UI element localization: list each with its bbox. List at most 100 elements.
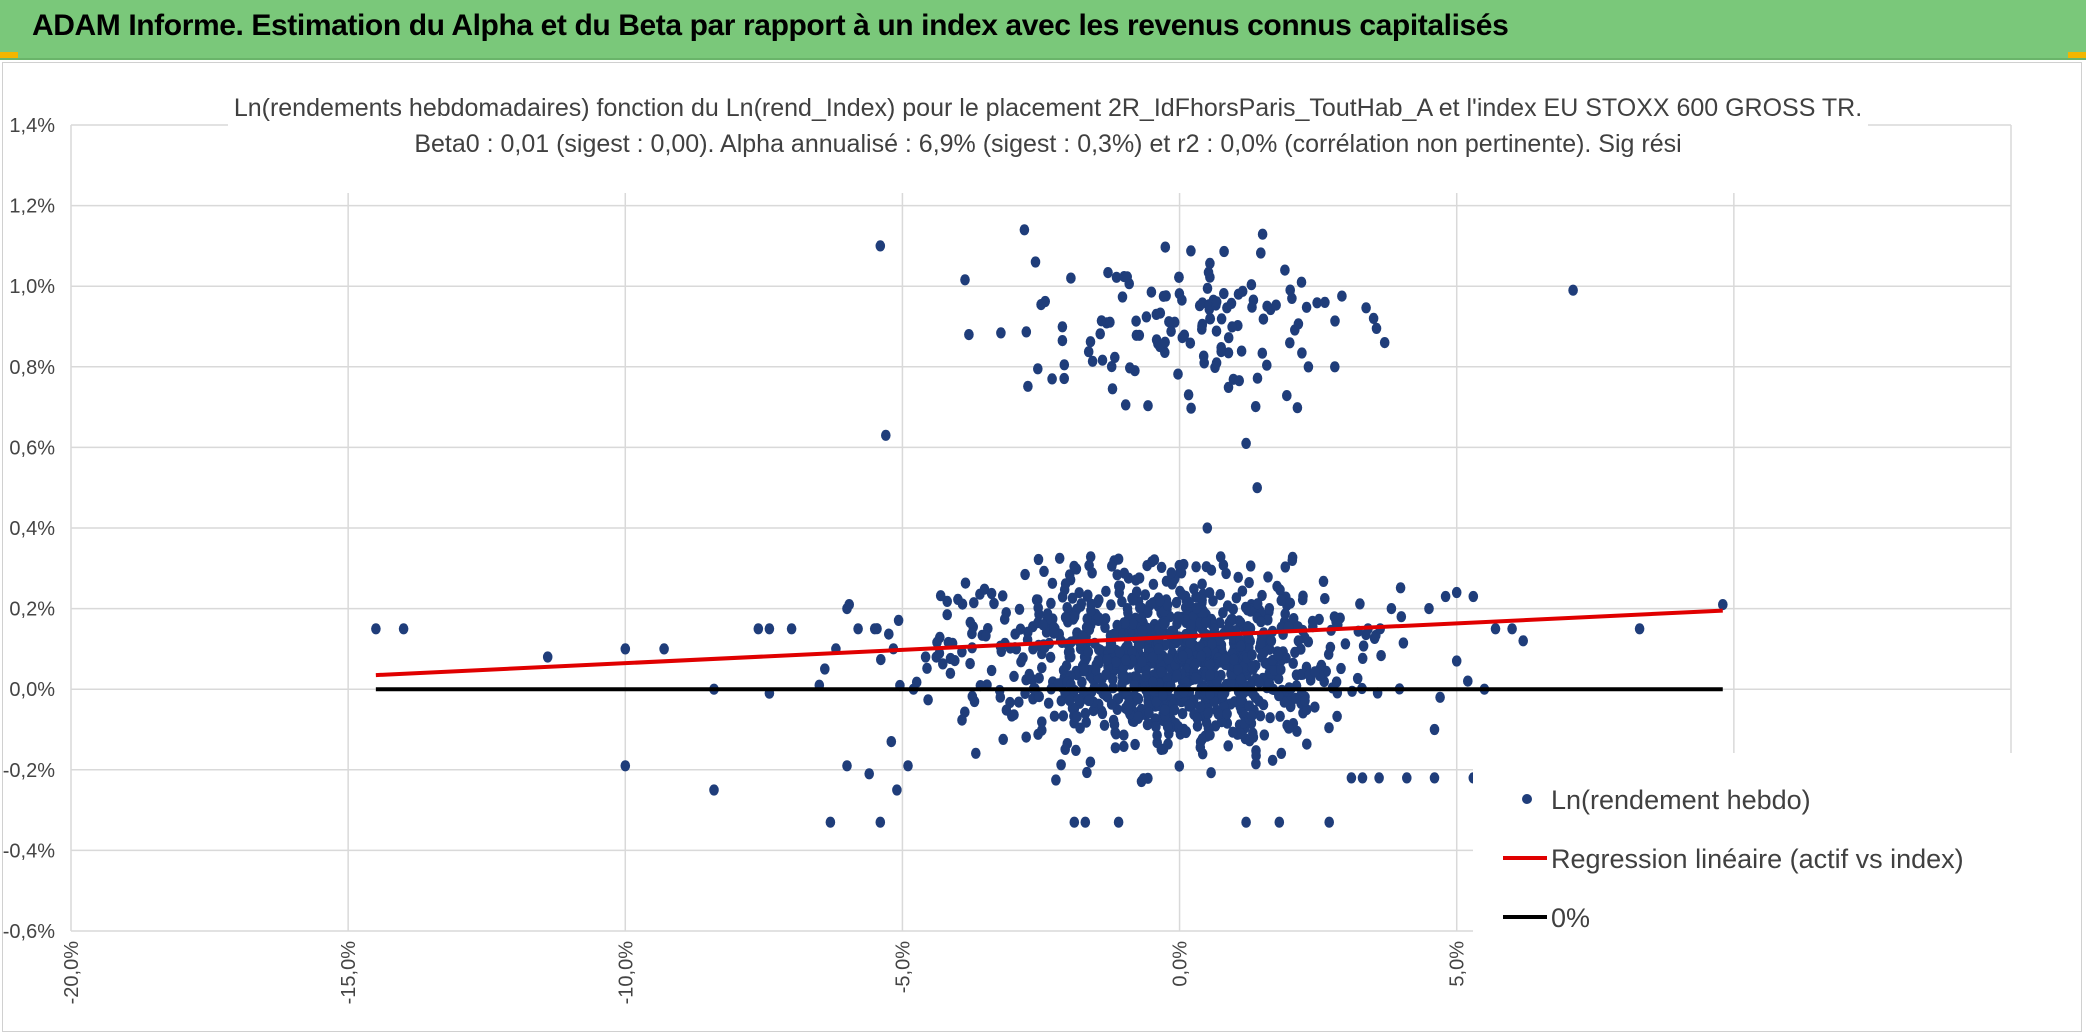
- x-tick-label: -5,0%: [892, 941, 914, 993]
- scatter-point: [1186, 619, 1196, 631]
- scatter-point: [1064, 569, 1075, 581]
- scatter-point: [1164, 316, 1174, 328]
- scatter-point: [1296, 643, 1306, 655]
- scatter-point: [1346, 772, 1357, 784]
- scatter-point: [1216, 342, 1226, 354]
- scatter-point: [1158, 689, 1168, 702]
- scatter-point: [1325, 641, 1336, 654]
- scatter-point: [1062, 602, 1072, 614]
- scatter-point: [1073, 694, 1084, 706]
- scatter-point: [1273, 673, 1284, 685]
- scatter-point: [1340, 638, 1351, 650]
- scatter-point: [967, 628, 977, 640]
- scatter-point: [1166, 567, 1177, 579]
- scatter-point: [1033, 553, 1044, 566]
- y-tick-label: 1,0%: [9, 276, 55, 298]
- scatter-point: [1162, 599, 1173, 611]
- legend-label-zero: 0%: [1551, 903, 1590, 933]
- scatter-point: [1019, 224, 1030, 236]
- scatter-point: [1376, 650, 1386, 662]
- scatter-point: [1718, 599, 1728, 611]
- scatter-point: [1207, 638, 1217, 650]
- scatter-point: [1113, 553, 1124, 565]
- scatter-point: [1111, 728, 1121, 740]
- scatter-point: [935, 590, 946, 602]
- scatter-point: [957, 598, 968, 610]
- scatter-point: [1059, 584, 1070, 596]
- scatter-point: [825, 816, 836, 828]
- scatter-point: [1330, 361, 1340, 373]
- scatter-point: [886, 736, 897, 748]
- scatter-point: [1158, 290, 1169, 302]
- scatter-point: [1056, 695, 1067, 707]
- scatter-point: [1120, 617, 1130, 629]
- scatter-point: [1110, 351, 1120, 363]
- scatter-point: [1064, 694, 1075, 707]
- scatter-point: [884, 628, 894, 640]
- y-tick-label: -0,4%: [3, 840, 55, 862]
- scatter-point: [1109, 628, 1119, 640]
- scatter-point: [1352, 672, 1363, 685]
- scatter-point: [1085, 336, 1096, 348]
- scatter-point: [999, 613, 1010, 625]
- scatter-point: [1237, 285, 1248, 297]
- scatter-point: [1069, 816, 1080, 828]
- scatter-point: [1117, 596, 1127, 608]
- scatter-point: [1220, 653, 1230, 666]
- scatter-point: [1080, 707, 1091, 720]
- scatter-point: [1255, 637, 1266, 649]
- scatter-point: [1177, 708, 1188, 720]
- scatter-point: [1256, 247, 1266, 259]
- scatter-point: [1131, 574, 1141, 586]
- scatter-point: [1001, 704, 1012, 716]
- scatter-point: [1250, 401, 1261, 413]
- scatter-point: [1128, 594, 1138, 606]
- scatter-point: [1112, 569, 1122, 581]
- scatter-point: [1507, 623, 1517, 635]
- scatter-point: [1307, 615, 1318, 627]
- scatter-point: [1153, 643, 1164, 655]
- scatter-point: [960, 577, 971, 589]
- scatter-point: [709, 784, 719, 796]
- scatter-point: [1320, 296, 1330, 308]
- scatter-point: [1374, 772, 1384, 784]
- y-tick-label: -0,6%: [3, 921, 55, 943]
- scatter-point: [1149, 554, 1160, 566]
- scatter-point: [1135, 602, 1145, 614]
- scatter-point: [1087, 355, 1098, 367]
- scatter-point: [1231, 592, 1242, 604]
- scatter-point: [1201, 716, 1212, 729]
- scatter-point: [1101, 669, 1111, 681]
- scatter-point: [1059, 372, 1069, 385]
- scatter-point: [864, 768, 874, 780]
- scatter-point: [1009, 670, 1019, 683]
- scatter-point: [1222, 302, 1232, 314]
- scatter-point: [1292, 402, 1303, 414]
- scatter-point: [1276, 594, 1287, 607]
- scatter-point: [892, 784, 902, 796]
- scatter-point: [842, 760, 852, 772]
- scatter-point: [1054, 552, 1065, 564]
- scatter-point: [1288, 657, 1298, 669]
- scatter-point: [1190, 658, 1201, 670]
- scatter-point: [1084, 623, 1095, 636]
- scatter-point: [1191, 602, 1202, 614]
- scatter-point: [1151, 721, 1161, 733]
- corner-marker-left: [0, 52, 18, 58]
- scatter-point: [1211, 296, 1222, 308]
- scatter-point: [1072, 711, 1082, 723]
- scatter-point: [875, 240, 886, 252]
- scatter-point: [1028, 643, 1038, 655]
- scatter-point: [1204, 587, 1215, 599]
- scatter-point: [1115, 580, 1126, 592]
- y-tick-label: 0,2%: [9, 599, 55, 621]
- scatter-point: [1060, 743, 1070, 756]
- scatter-point: [1039, 565, 1049, 577]
- legend-label-points: Ln(rendement hebdo): [1551, 785, 1811, 815]
- scatter-point: [1071, 744, 1081, 757]
- scatter-point: [1119, 567, 1130, 579]
- scatter-point: [1083, 694, 1094, 707]
- scatter-point: [967, 690, 978, 703]
- scatter-point: [1120, 399, 1131, 411]
- scatter-point: [1160, 336, 1170, 348]
